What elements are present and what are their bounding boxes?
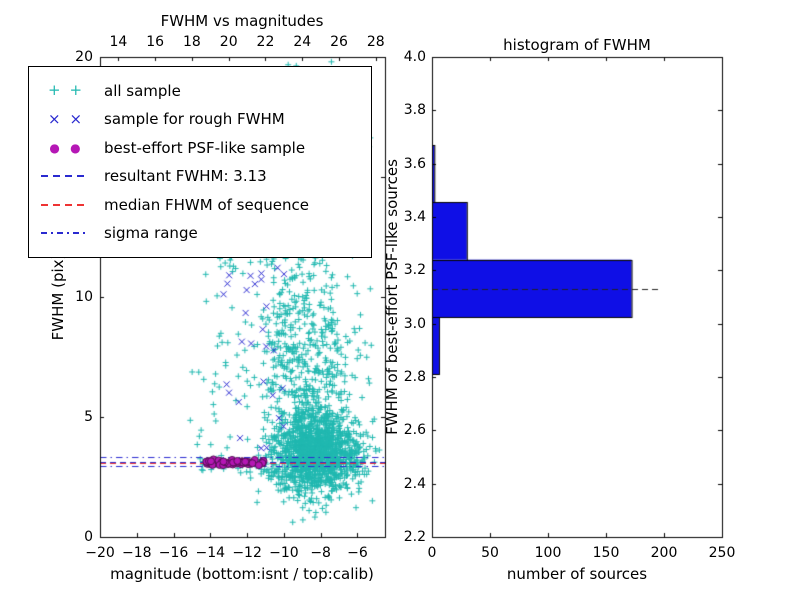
right-plot-xtick-label: 0 (427, 545, 437, 561)
right-plot-ytick-label: 3.4 (403, 209, 426, 225)
left-plot-top-xtick-label: 14 (109, 34, 128, 50)
right-plot-ytick-label: 2.2 (403, 529, 426, 545)
legend-item: median FHWM of sequence (39, 196, 361, 214)
left-plot-ytick-label: 5 (84, 409, 93, 425)
left-plot-xlabel: magnitude (bottom:isnt / top:calib) (110, 565, 374, 583)
right-plot-ytick-label: 2.6 (403, 422, 426, 439)
x-marker-icon: × × (47, 109, 83, 128)
legend-item-label: sigma range (104, 224, 198, 243)
left-plot-top-xtick-label: 22 (256, 34, 275, 50)
left-plot-top-xtick-label: 28 (366, 34, 385, 50)
right-plot-xtick-label: 150 (592, 545, 620, 561)
right-plot-xtick-label: 50 (481, 545, 499, 561)
right-plot-ytick-label: 2.4 (403, 475, 426, 492)
legend-item: sigma range (39, 224, 361, 242)
left-plot-xtick-label: −18 (121, 545, 152, 561)
left-plot-top-xtick-label: 26 (330, 34, 348, 50)
left-plot-top-xtick-label: 20 (219, 34, 238, 50)
legend-item-label: median FHWM of sequence (104, 195, 309, 214)
right-plot-ylabel: FWHM of best-effort PSF-like sources (383, 159, 401, 435)
left-plot-xtick-label: −14 (195, 545, 226, 561)
legend-item-label: all sample (104, 81, 181, 100)
right-plot-ytick-label: 3.8 (403, 102, 426, 119)
plus-marker-icon: + + (47, 81, 83, 100)
right-plot-xtick-label: 100 (534, 545, 562, 561)
right-plot-xtick-label: 200 (650, 545, 678, 561)
red-dashed-line-icon (39, 203, 91, 206)
right-plot-ytick-label: 2.8 (403, 369, 426, 385)
left-plot-top-xtick-label: 24 (293, 34, 312, 50)
legend-item: resultant FWHM: 3.13 (39, 167, 361, 185)
legend-item-label: sample for rough FWHM (104, 110, 285, 129)
legend: + + all sample × × sample for rough FWHM ● ● bes… (28, 66, 372, 258)
left-plot-xtick-label: −20 (85, 545, 115, 561)
blue-dashed-line-icon (39, 175, 91, 178)
legend-item: ● ● best-effort PSF-like sample (39, 139, 361, 157)
legend-item: + + all sample (39, 82, 361, 100)
left-plot-xtick-label: −12 (232, 545, 262, 561)
left-plot-ytick-label: 0 (84, 529, 93, 545)
circle-marker-icon: ● ● (49, 140, 81, 155)
left-plot-ytick-label: 10 (75, 289, 93, 305)
right-plot-xtick-label: 250 (708, 545, 736, 561)
right-plot-title: histogram of FWHM (503, 36, 651, 54)
left-plot-title: FWHM vs magnitudes (160, 12, 324, 30)
left-plot-xtick-label: −16 (158, 545, 189, 561)
legend-item-label: resultant FWHM: 3.13 (104, 167, 267, 186)
left-plot-xtick-label: −8 (310, 545, 331, 561)
left-plot-top-xtick-label: 18 (183, 34, 201, 50)
right-plot-ytick-label: 3.2 (403, 262, 426, 279)
left-plot-ytick-label: 20 (75, 49, 93, 65)
legend-item-label: best-effort PSF-like sample (104, 138, 306, 157)
blue-dashdot-line-icon (39, 232, 91, 235)
left-plot-top-xtick-label: 16 (146, 34, 165, 50)
legend-item: × × sample for rough FWHM (39, 110, 361, 128)
left-plot-ylabel: FWHM (pix) (49, 253, 67, 341)
right-plot-xlabel: number of sources (506, 565, 648, 583)
right-plot-ytick-label: 3.6 (403, 155, 426, 172)
left-plot-xtick-label: −6 (347, 545, 368, 561)
right-plot-ytick-label: 3.0 (403, 315, 426, 332)
right-plot-ytick-label: 4.0 (403, 49, 426, 65)
left-plot-xtick-label: −10 (269, 545, 299, 561)
